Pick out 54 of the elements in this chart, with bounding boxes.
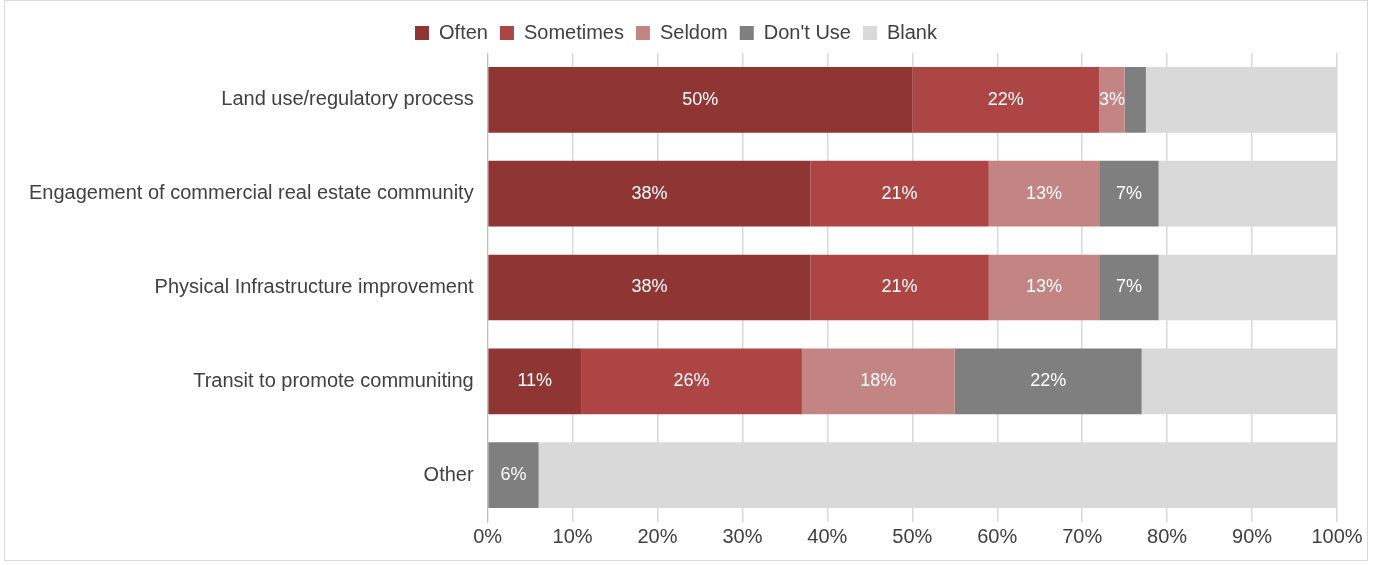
data-label: 7% [1115, 276, 1142, 297]
bar [1124, 67, 1146, 133]
data-label: 11% [517, 370, 553, 391]
x-tick-label: 20% [637, 524, 678, 547]
data-label: 13% [1025, 182, 1062, 203]
bar [810, 254, 989, 321]
bar [810, 160, 989, 227]
x-tick-label: 100% [1311, 524, 1363, 547]
data-label: 6% [500, 464, 527, 485]
data-label: 38% [631, 182, 668, 203]
data-label: 7% [1115, 182, 1142, 203]
data-label: 22% [1030, 370, 1067, 391]
data-label: 26% [673, 370, 710, 391]
bar [488, 67, 913, 133]
bar [488, 254, 811, 321]
bar [988, 254, 1100, 321]
x-tick-label: 0% [473, 524, 503, 547]
y-tick-label: Transit to promote communiting [193, 368, 474, 391]
legend-label: Seldom [659, 20, 728, 43]
bar [488, 160, 811, 227]
x-tick-label: 40% [807, 524, 848, 547]
y-tick-label: Physical Infrastructure improvement [154, 275, 475, 298]
data-label: 3% [1098, 88, 1125, 109]
y-tick-label: Engagement of commercial real estate community [29, 181, 474, 204]
x-tick-label: 90% [1232, 524, 1273, 547]
x-tick-label: 10% [552, 524, 593, 547]
legend-label: Sometimes [523, 20, 624, 43]
legend-label: Blank [886, 20, 938, 43]
bar [581, 348, 802, 415]
legend-label: Often [439, 20, 488, 43]
bar [1099, 254, 1159, 321]
bar [801, 348, 955, 415]
data-label: 21% [881, 182, 918, 203]
bar [988, 160, 1100, 227]
y-tick-label: Land use/regulatory process [221, 87, 474, 110]
x-tick-label: 30% [722, 524, 763, 547]
y-tick-label: Other [423, 462, 474, 485]
bar [1099, 160, 1159, 227]
bar [488, 442, 539, 508]
bar [1099, 67, 1125, 133]
data-label: 13% [1025, 276, 1062, 297]
x-tick-label: 70% [1062, 524, 1103, 547]
bar [954, 348, 1142, 415]
data-label: 50% [682, 88, 719, 109]
data-label: 18% [860, 370, 897, 391]
x-tick-label: 50% [892, 524, 933, 547]
data-label: 21% [881, 276, 918, 297]
legend-label: Don't Use [763, 20, 851, 43]
bar [912, 67, 1100, 133]
x-tick-label: 80% [1147, 524, 1188, 547]
x-tick-label: 60% [977, 524, 1018, 547]
data-label: 22% [987, 88, 1024, 109]
data-label: 38% [631, 276, 668, 297]
bar [488, 348, 582, 415]
